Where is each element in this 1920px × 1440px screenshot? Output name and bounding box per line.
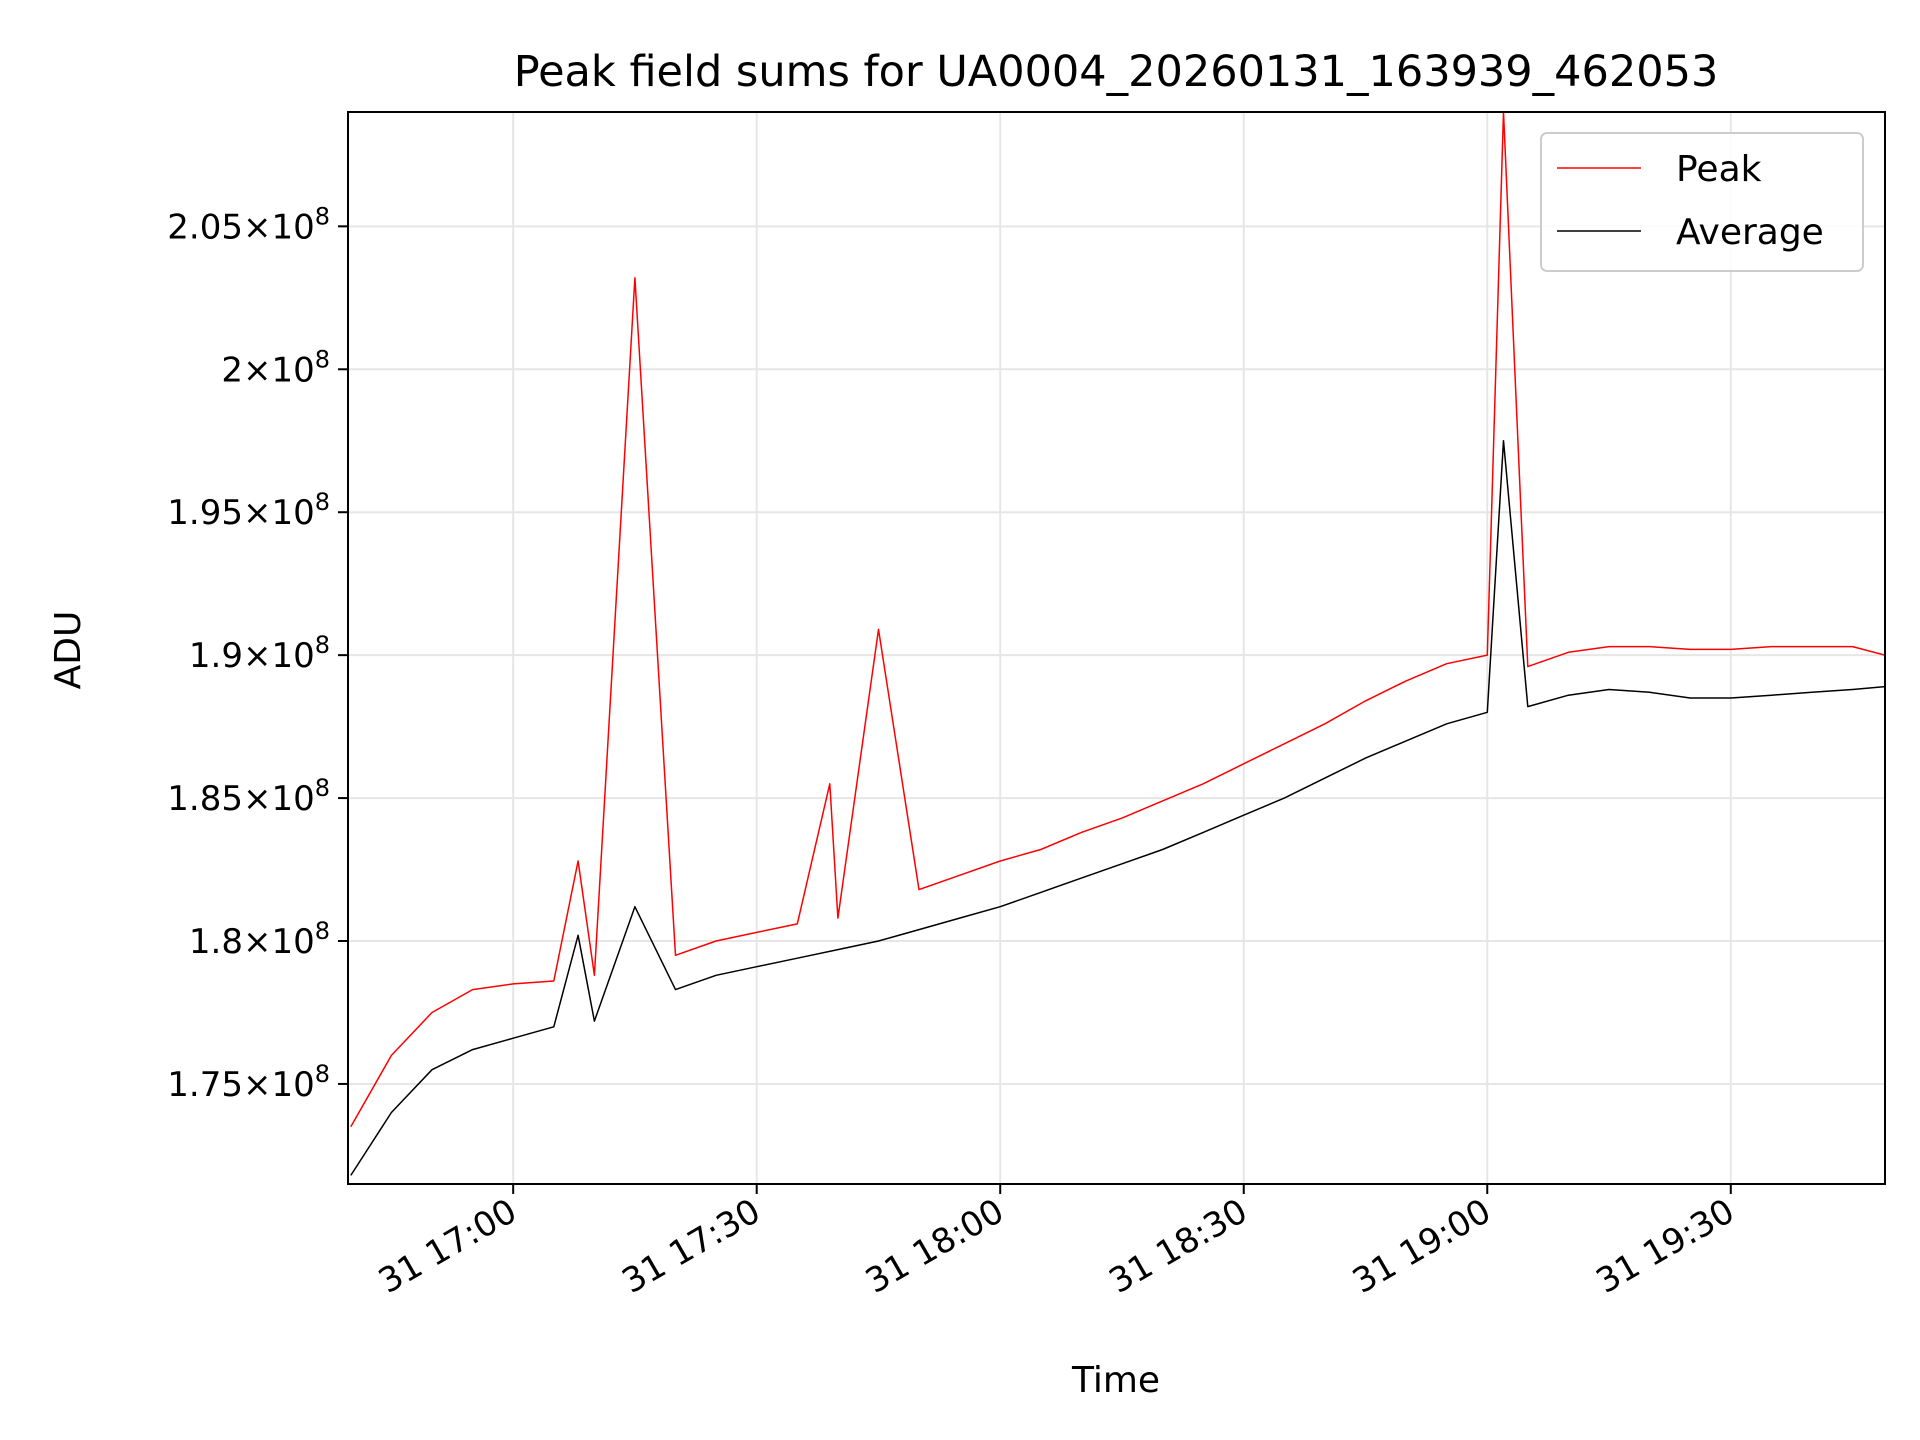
y-tick-mantissa: 1.95 xyxy=(167,493,243,533)
y-tick-exponent: 8 xyxy=(315,345,330,373)
y-tick-mantissa: 1.75 xyxy=(167,1065,243,1105)
legend-label-average: Average xyxy=(1676,212,1824,253)
y-axis-title: ADU xyxy=(48,611,89,690)
y-tick-exponent: 8 xyxy=(315,1060,330,1088)
y-tick-exponent: 8 xyxy=(315,488,330,516)
y-tick-label: 1.95×108 xyxy=(167,488,330,533)
y-tick-label: 1.8×108 xyxy=(189,917,330,962)
y-tick-mantissa: 1.85 xyxy=(167,779,243,819)
y-tick-exponent: 8 xyxy=(315,774,330,802)
y-tick-label: 2.05×108 xyxy=(167,202,330,247)
chart-title: Peak field sums for UA0004_20260131_1639… xyxy=(514,47,1719,97)
y-tick-exponent: 8 xyxy=(315,631,330,659)
legend: Peak Average xyxy=(1540,132,1864,272)
x-axis-title: Time xyxy=(1071,1360,1160,1401)
series-lines xyxy=(350,112,1885,1176)
y-tick-label: 1.75×108 xyxy=(167,1060,330,1105)
y-tick-mantissa: 2 xyxy=(221,350,243,390)
series-line-peak xyxy=(350,112,1885,1128)
y-tick-mantissa: 1.8 xyxy=(189,922,243,962)
plot-frame xyxy=(347,111,1886,1185)
y-tick-label: 2×108 xyxy=(221,345,330,390)
y-tick-label: 1.85×108 xyxy=(167,774,330,819)
y-tick-exponent: 8 xyxy=(315,202,330,230)
y-tick-label: 1.9×108 xyxy=(189,631,330,676)
y-tick-mantissa: 2.05 xyxy=(167,207,243,247)
legend-label-peak: Peak xyxy=(1676,149,1762,190)
y-tick-exponent: 8 xyxy=(315,917,330,945)
y-tick-mantissa: 1.9 xyxy=(189,636,243,676)
series-line-average xyxy=(350,439,1885,1176)
